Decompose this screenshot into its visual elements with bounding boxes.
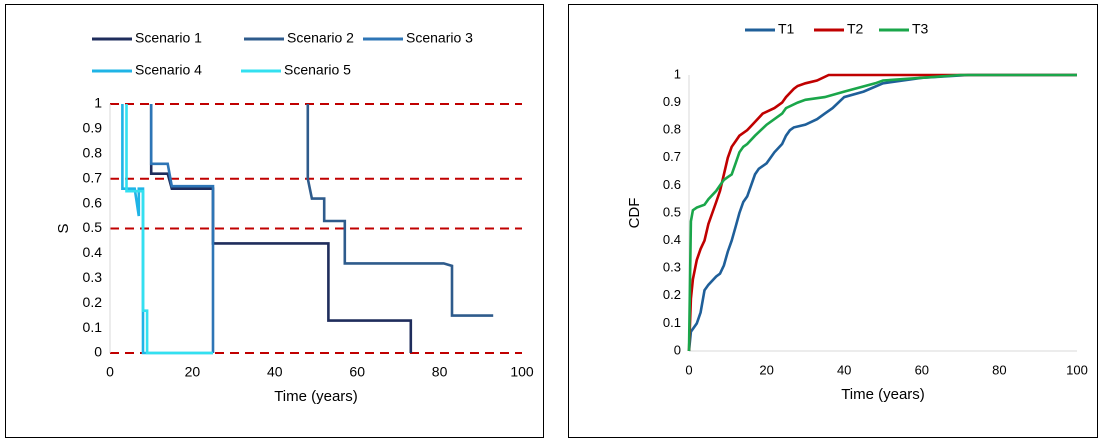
legend-label-5: Scenario 5 <box>284 62 351 78</box>
legend-label-3: T3 <box>912 21 929 37</box>
series-line-2 <box>306 104 494 317</box>
y-tick-label: 0.9 <box>83 120 103 136</box>
y-tick-label: 1 <box>94 95 102 111</box>
series-line-5 <box>125 104 213 355</box>
legend-label-1: Scenario 1 <box>135 30 202 46</box>
y-tick-label: 0.5 <box>663 204 681 219</box>
x-tick-label: 60 <box>349 364 365 380</box>
x-tick-label: 100 <box>510 364 534 380</box>
legend-label-2: T2 <box>847 21 864 37</box>
survival-chart-panel: 0 0.1 0.2 0.3 0.4 0.5 0.6 0.7 0.8 0.9 1 0 20 40 60 80 10… <box>5 4 544 438</box>
x-tick-label: 0 <box>685 362 692 377</box>
y-tick-label: 0.5 <box>83 219 103 235</box>
y-tick-label: 0.8 <box>83 145 103 161</box>
y-axis-title: S <box>55 223 72 233</box>
series-line-3 <box>149 104 215 353</box>
y-tick-label: 0.3 <box>663 260 681 275</box>
legend-label-1: T1 <box>778 21 795 37</box>
legend-label-4: Scenario 4 <box>135 62 202 78</box>
y-tick-label: 0.9 <box>663 94 681 109</box>
cdf-chart-panel: 0 0.1 0.2 0.3 0.4 0.5 0.6 0.7 0.8 0.9 1 0 20 40 60 80 10… <box>568 4 1098 438</box>
x-tick-label: 40 <box>837 362 851 377</box>
x-tick-label: 100 <box>1066 362 1088 377</box>
series-line-2 <box>687 73 1077 352</box>
survival-chart: 0 0.1 0.2 0.3 0.4 0.5 0.6 0.7 0.8 0.9 1 0 20 40 60 80 10… <box>55 30 534 405</box>
x-tick-label: 40 <box>267 364 283 380</box>
y-tick-label: 0.7 <box>663 149 681 164</box>
y-tick-label: 0.4 <box>83 244 103 260</box>
legend-label-2: Scenario 2 <box>287 30 354 46</box>
y-tick-label: 0.2 <box>663 287 681 302</box>
x-axis-title: Time (years) <box>274 388 358 405</box>
y-tick-label: 1 <box>674 66 681 81</box>
y-tick-label: 0 <box>94 344 102 360</box>
y-tick-label: 0.6 <box>663 177 681 192</box>
y-tick-label: 0.2 <box>83 294 103 310</box>
series-line-3 <box>687 73 1077 352</box>
y-tick-label: 0.8 <box>663 122 681 137</box>
y-tick-label: 0 <box>674 342 681 357</box>
x-tick-label: 80 <box>992 362 1006 377</box>
x-axis-title: Time (years) <box>841 386 925 403</box>
y-tick-label: 0.4 <box>663 232 681 247</box>
y-tick-label: 0.3 <box>83 269 103 285</box>
legend-label-3: Scenario 3 <box>406 30 473 46</box>
x-tick-label: 80 <box>432 364 448 380</box>
x-tick-label: 20 <box>185 364 201 380</box>
cdf-chart: 0 0.1 0.2 0.3 0.4 0.5 0.6 0.7 0.8 0.9 1 0 20 40 60 80 10… <box>626 21 1088 403</box>
series-line-1 <box>687 73 1077 352</box>
y-tick-label: 0.7 <box>83 169 103 185</box>
y-axis-title: CDF <box>626 198 643 229</box>
y-tick-label: 0.6 <box>83 194 103 210</box>
x-tick-label: 60 <box>915 362 929 377</box>
x-tick-label: 0 <box>106 364 114 380</box>
x-tick-label: 20 <box>759 362 773 377</box>
series-line-4 <box>121 104 213 355</box>
y-tick-label: 0.1 <box>663 315 681 330</box>
y-tick-label: 0.1 <box>83 319 103 335</box>
